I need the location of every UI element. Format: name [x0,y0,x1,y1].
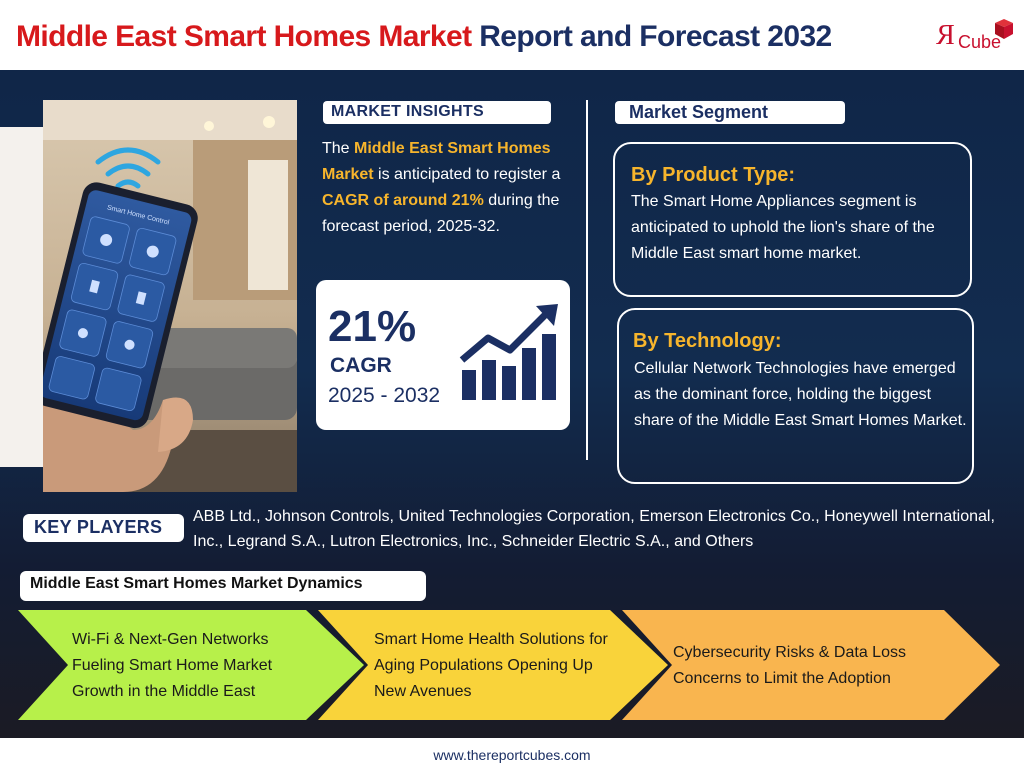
dynamics-arrow-2 [318,610,668,720]
brand-logo[interactable]: R Cube [936,18,1016,58]
dynamics-arrow-1 [18,610,364,720]
market-segment-label: Market Segment [615,101,845,124]
market-insights-label: MARKET INSIGHTS [323,101,551,124]
dynamics-arrows [18,610,1000,720]
dynamics-item-1-text: Wi-Fi & Next-Gen Networks Fueling Smart … [72,631,273,700]
market-dynamics-label: Middle East Smart Homes Market Dynamics [20,571,426,601]
dynamics-item-2-text: Smart Home Health Solutions for Aging Po… [374,631,608,700]
insights-part-5: during the forecast period, 2025-32. [322,192,560,235]
left-accent-bar [0,127,45,467]
title-blue-part: Report and Forecast 2032 [479,20,832,53]
insights-highlight-market: Middle East Smart Homes Market [322,140,551,183]
dynamics-item-3-text: Cybersecurity Risks & Data Loss Concerns… [673,644,906,687]
cube-icon [995,19,1013,39]
smart-home-photo: Smart Home Control [43,100,297,492]
header: Middle East Smart Homes Market Report an… [0,0,1024,70]
segment-text: Cellular Network Technologies have emerg… [634,360,967,429]
key-players-text: ABB Ltd., Johnson Controls, United Techn… [193,508,995,550]
footer-website-link[interactable]: www.thereportcubes.com [433,747,591,763]
segment-card-technology: By Technology: Cellular Network Technolo… [617,308,974,484]
segment-card-product-type: By Product Type: The Smart Home Applianc… [613,142,972,297]
cagr-label: CAGR [330,354,392,377]
insights-part-1: The [322,140,355,157]
market-insights-text: The Middle East Smart Homes Market is an… [322,136,580,240]
insights-part-3: is anticipated to register a [373,166,561,183]
insights-highlight-cagr: CAGR of around 21% [322,192,484,209]
key-players-label: KEY PLAYERS [23,514,184,542]
segment-text: The Smart Home Appliances segment is ant… [631,193,935,262]
segment-title: By Technology: [633,330,782,352]
cagr-value: 21% [328,302,417,351]
title-red-part: Middle East Smart Homes Market [16,20,472,53]
cagr-card: 21% CAGR 2025 - 2032 [316,280,570,430]
dynamics-arrow-3 [622,610,1000,720]
segment-title: By Product Type: [631,164,796,186]
phone-in-hand-illustration: Smart Home Control [43,100,297,492]
logo-text: Cube [958,32,1002,52]
cagr-years: 2025 - 2032 [328,384,441,407]
logo-letter: R [936,20,955,51]
growth-chart-icon [459,304,558,400]
wifi-icon [95,147,161,189]
page-title: Middle East Smart Homes Market Report an… [16,20,832,54]
vertical-divider [586,100,588,460]
footer: www.thereportcubes.com [0,738,1024,768]
